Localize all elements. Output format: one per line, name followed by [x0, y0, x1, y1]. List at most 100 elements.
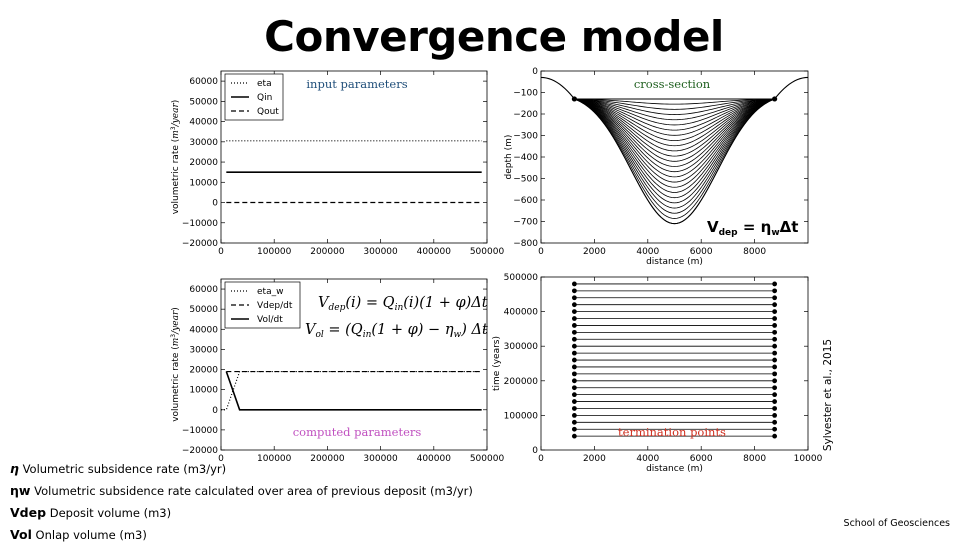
definition-text: Onlap volume (m3) [35, 528, 147, 542]
y-tick-label: 0 [212, 406, 218, 416]
y-tick-label: 40000 [189, 325, 218, 335]
termination-point [571, 399, 577, 404]
termination-point [571, 288, 577, 294]
y-tick-label: −400 [513, 153, 538, 163]
panel-annotation: termination points [618, 425, 726, 439]
definition-text: Deposit volume (m3) [49, 506, 172, 520]
termination-point-left [571, 96, 577, 102]
termination-point [772, 336, 778, 342]
termination-point [772, 371, 778, 377]
termination-point [571, 433, 577, 439]
definition-text: Volumetric subsidence rate calculated ov… [34, 484, 473, 498]
layer-line [574, 98, 775, 110]
equation-vdep: Vdep = ηwΔt [707, 218, 798, 238]
layer-line [574, 98, 775, 147]
y-tick-label: −20000 [182, 239, 218, 249]
layer-line [574, 98, 775, 204]
legend-label-qout: Qout [257, 107, 279, 117]
x-tick-label: 500000 [470, 454, 505, 464]
x-tick-label: 2000 [583, 247, 606, 257]
x-tick-label: 4000 [636, 454, 659, 464]
y-tick-label: 300000 [504, 342, 539, 352]
y-tick-label: −600 [513, 196, 538, 206]
termination-point [571, 357, 577, 363]
chart-panel-input-parameters: 0 100000 200000 300000 400000 500000−20000−10… [170, 70, 505, 257]
definition-symbol: ηw [10, 483, 31, 498]
termination-point [571, 295, 577, 301]
termination-point [571, 323, 577, 328]
x-tick-label: 6000 [690, 247, 713, 257]
legend-label-eta_w: eta_w [257, 287, 283, 297]
x-tick-label: 0 [218, 247, 224, 257]
layer-line [574, 98, 775, 136]
legend-label-eta: eta [257, 79, 272, 89]
x-tick-label: 8000 [743, 454, 766, 464]
layer-line [574, 98, 775, 209]
termination-point [772, 309, 778, 314]
footer-school: School of Geosciences [843, 518, 950, 529]
termination-point [772, 364, 778, 370]
termination-point [571, 392, 577, 398]
y-axis-label: volumetric rate (m3/year) [170, 307, 181, 422]
termination-point [772, 316, 778, 321]
equation-vdep-i: Vdep(i) = Qin(i)(1 + φ)Δt [318, 295, 488, 313]
layer-line [574, 98, 775, 157]
layer-line [574, 98, 775, 183]
definition-symbol: Vol [10, 527, 32, 542]
x-tick-label: 0 [218, 454, 224, 464]
chart-panel-computed-parameters: 0 100000 200000 300000 400000 500000−20000−10… [170, 278, 505, 464]
termination-point [772, 419, 778, 425]
layer-line [574, 98, 775, 131]
y-tick-label: −700 [513, 218, 538, 228]
x-tick-label: 10000 [794, 454, 823, 464]
y-tick-label: −300 [513, 132, 538, 142]
termination-point [772, 323, 778, 328]
termination-point [571, 419, 577, 425]
definition-text: Volumetric subsidence rate (m3/yr) [22, 462, 227, 476]
y-tick-label: 400000 [504, 308, 539, 318]
termination-point [772, 413, 778, 418]
termination-point [571, 371, 577, 377]
x-tick-label: 6000 [690, 454, 713, 464]
y-tick-label: −200 [513, 110, 538, 120]
y-tick-label: 10000 [189, 178, 218, 188]
layer-line [574, 98, 775, 115]
termination-point [571, 406, 577, 411]
x-tick-label: 100000 [257, 454, 292, 464]
y-tick-label: 20000 [189, 366, 218, 376]
termination-point [571, 364, 577, 370]
x-tick-label: 0 [538, 454, 544, 464]
valley-profile [541, 76, 808, 225]
layer-line [574, 98, 775, 188]
termination-point [772, 350, 778, 356]
y-tick-label: 0 [532, 67, 538, 77]
y-axis-label: time (years) [492, 336, 502, 391]
legend-label-vol-dt: Vol/dt [257, 315, 283, 325]
layer-line [574, 98, 775, 152]
termination-point [571, 309, 577, 314]
y-tick-label: 50000 [189, 97, 218, 107]
termination-point [571, 378, 577, 384]
slide-title: Convergence model [264, 12, 724, 61]
x-tick-label: 500000 [470, 247, 505, 257]
x-tick-label: 4000 [636, 247, 659, 257]
y-tick-label: −800 [513, 239, 538, 249]
y-axis-label: depth (m) [504, 135, 514, 180]
layer-line [574, 98, 775, 199]
definition-eta-w: ηw Volumetric subsidence rate calculated… [10, 480, 473, 502]
legend-label-qin: Qin [257, 93, 272, 103]
layer-line [574, 98, 775, 193]
termination-point [571, 329, 577, 335]
layer-line [574, 98, 775, 178]
series-line-eta_w [221, 370, 482, 411]
legend-label-vdep-dt: Vdep/dt [257, 301, 293, 311]
definition-symbol: η [10, 461, 19, 476]
termination-point [571, 343, 577, 349]
y-tick-label: 60000 [189, 77, 218, 87]
termination-point [772, 399, 778, 404]
layer-line [574, 98, 775, 141]
x-tick-label: 400000 [417, 247, 452, 257]
layer-line [574, 98, 775, 167]
x-tick-label: 8000 [743, 247, 766, 257]
